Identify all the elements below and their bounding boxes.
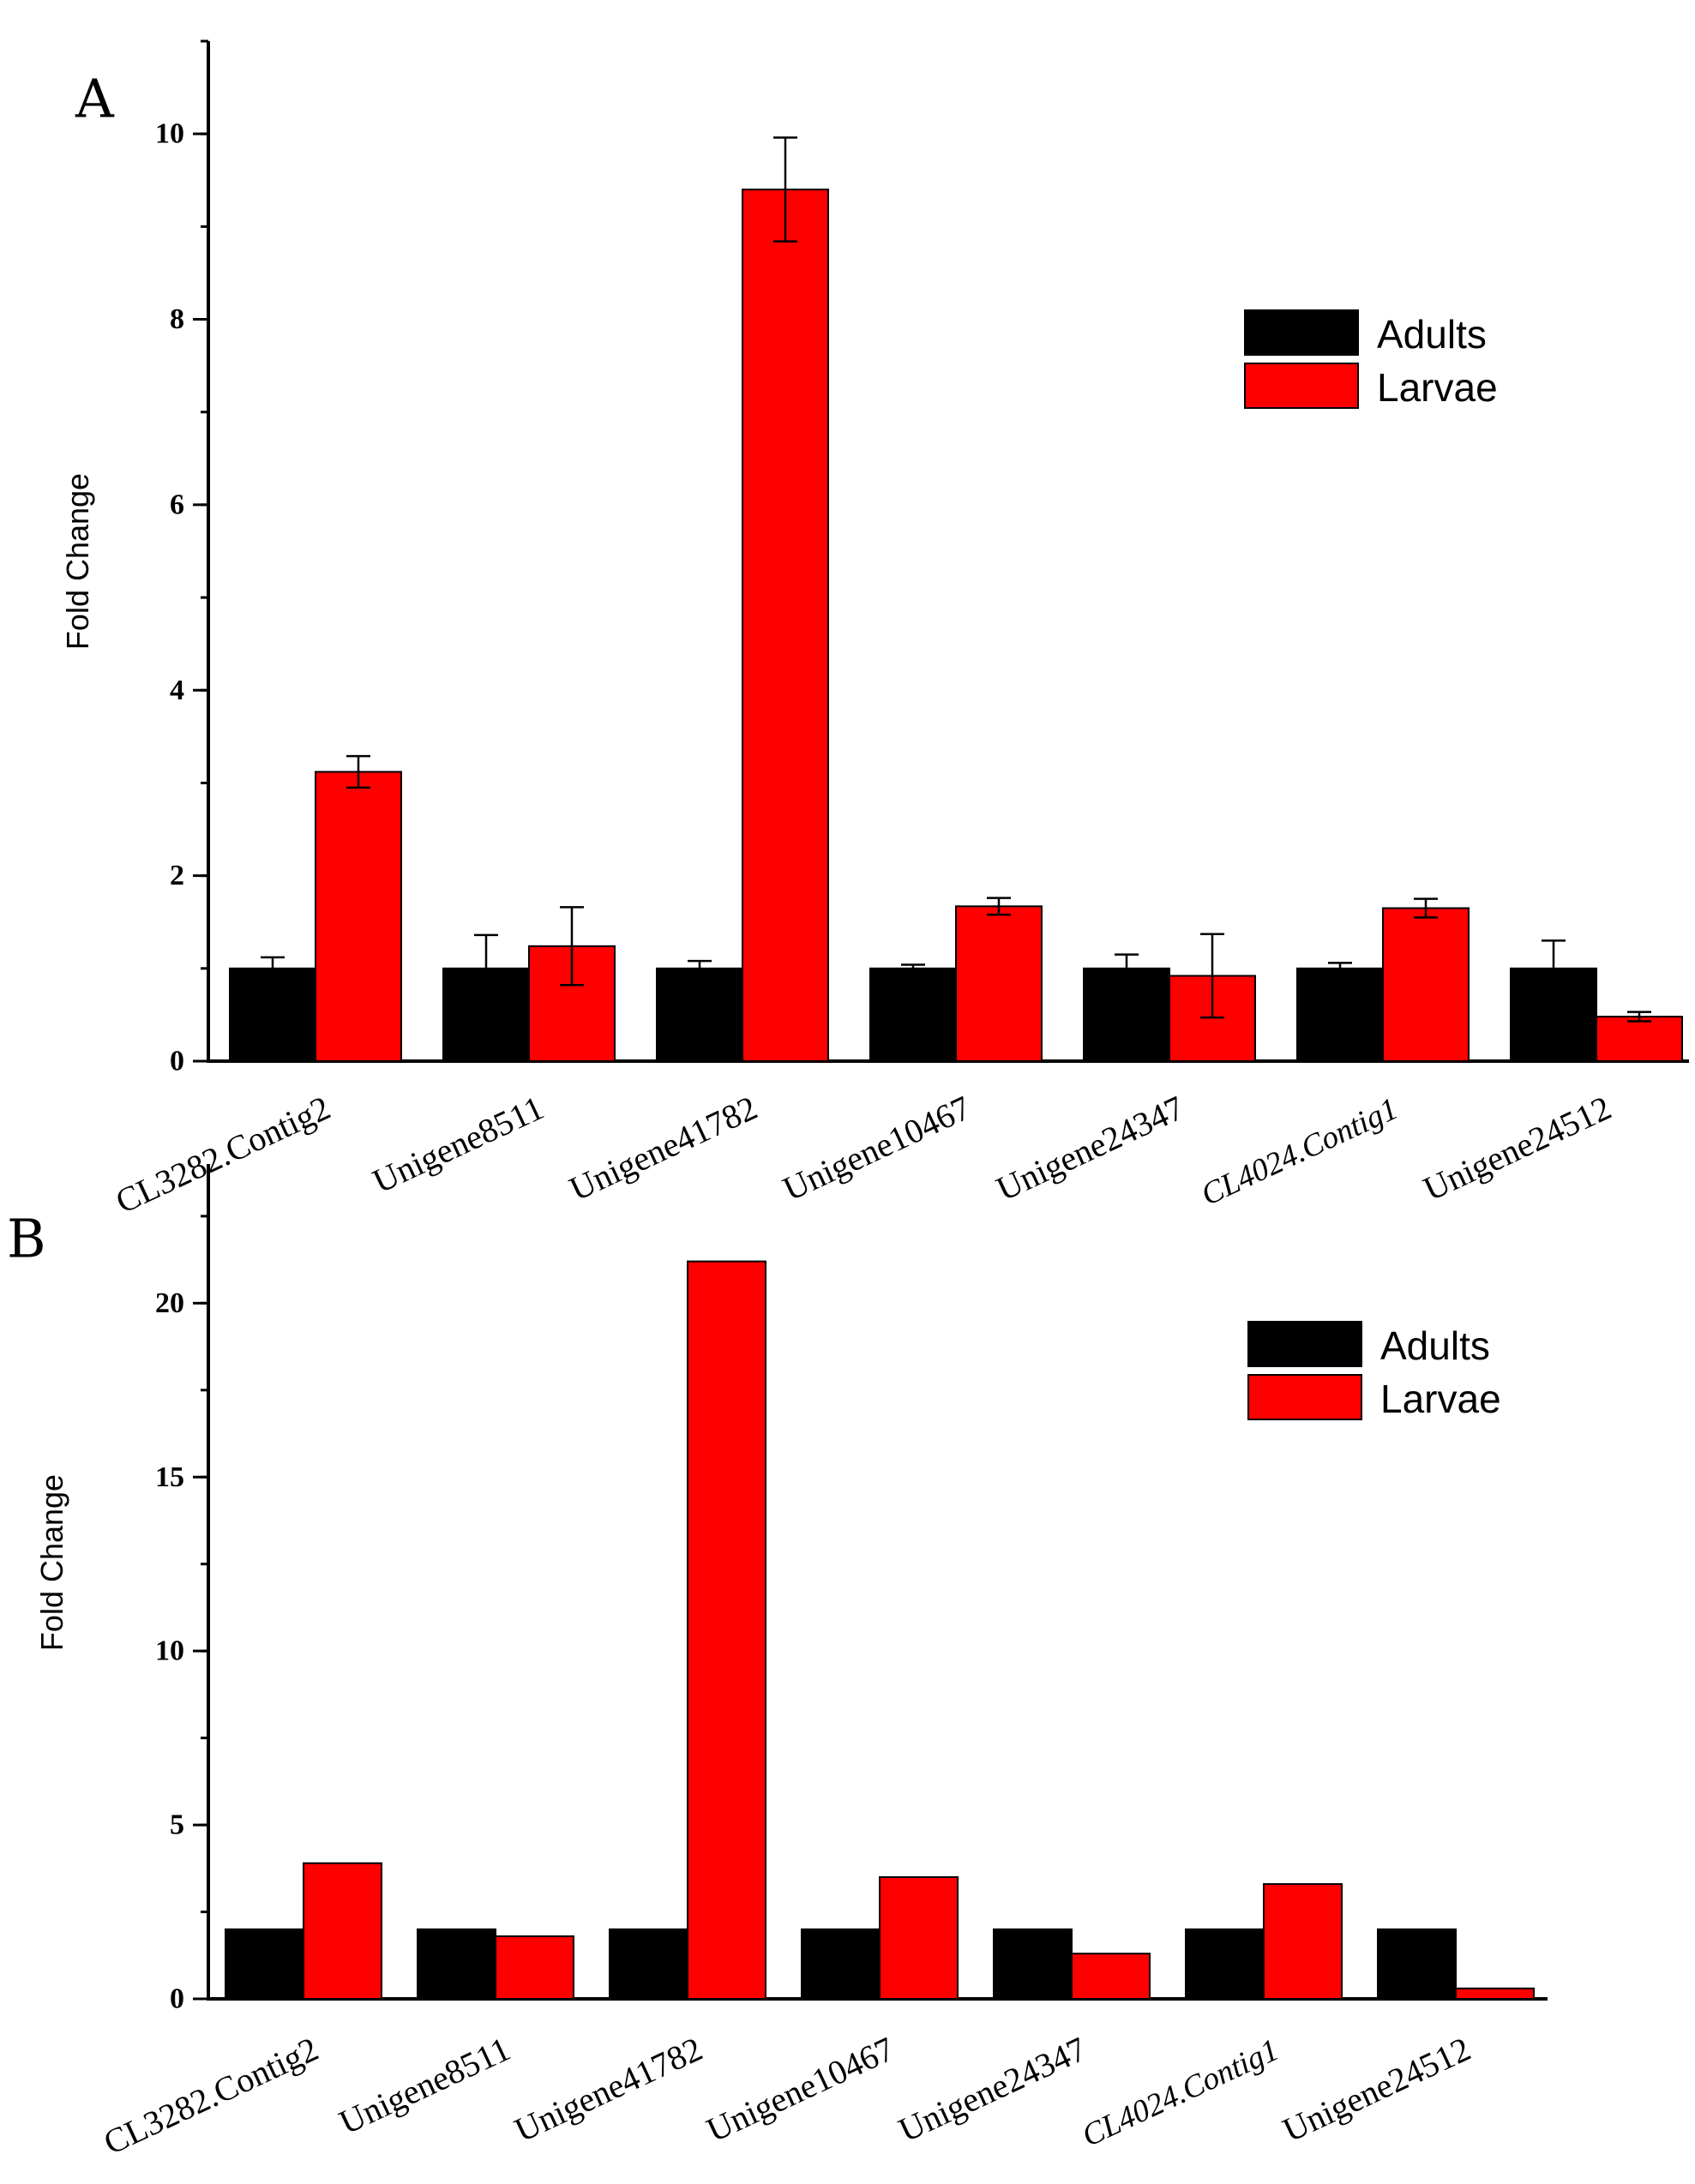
x-tick-label: Unigene41782 [563, 1088, 762, 1208]
y-tick-label: 2 [170, 860, 184, 891]
error-bar [1115, 953, 1139, 984]
bar-larvae [1455, 1987, 1535, 2000]
y-tick-label: 10 [155, 1635, 184, 1667]
bar-adults [417, 1928, 496, 2000]
error-bar [1542, 939, 1566, 998]
bar-adults [229, 967, 316, 1063]
chart-panel-a: A 0 2 4 6 8 10 Fold Change CL3282.Contig2 Unigene… [60, 39, 1689, 1221]
error-bar [901, 963, 925, 974]
y-tick-label: 5 [170, 1809, 184, 1841]
bar-adults [1185, 1928, 1265, 2000]
error-bar [773, 136, 797, 243]
legend-swatch-adults [1247, 1321, 1362, 1367]
x-tick-label: CL4024.Contig1 [1196, 1091, 1403, 1213]
error-bar [261, 956, 285, 981]
x-tick-label: Unigene24347 [893, 2029, 1091, 2149]
panel-letter: B [7, 1207, 46, 1269]
legend-label-adults: Adults [1380, 1323, 1490, 1368]
bar-larvae [742, 189, 829, 1063]
error-bar [1414, 897, 1438, 919]
x-tick-label: Unigene24512 [1417, 1088, 1616, 1208]
x-tick-label: Unigene10467 [700, 2029, 899, 2149]
x-tick-label: CL4024.Contig1 [1077, 2032, 1284, 2154]
legend: Adults Larvae [1244, 309, 1498, 410]
y-tick-label: 15 [155, 1461, 184, 1493]
error-bar [560, 906, 584, 987]
y-tick-label: 0 [170, 1983, 184, 2015]
bar-larvae [303, 1862, 382, 2001]
bar-larvae [687, 1260, 766, 2000]
x-tick-label: Unigene10467 [777, 1088, 976, 1208]
x-tick-label: Unigene24512 [1277, 2029, 1476, 2149]
bar-larvae [879, 1875, 959, 2000]
bar-adults [869, 967, 957, 1063]
bar-larvae [1382, 907, 1470, 1062]
y-tick-label: 0 [170, 1046, 184, 1077]
legend-swatch-adults [1244, 309, 1359, 356]
bar-adults [225, 1928, 304, 2000]
bar-adults [656, 967, 743, 1063]
error-bar [1627, 1011, 1651, 1023]
x-tick-label: CL3282.Contig2 [98, 2029, 324, 2162]
legend-swatch-larvae [1247, 1374, 1362, 1420]
bar-adults [1377, 1928, 1457, 2000]
bar-adults [1296, 967, 1384, 1063]
bar-larvae [1071, 1953, 1151, 2001]
x-tick-label: Unigene24347 [990, 1088, 1189, 1208]
error-bar [688, 959, 712, 977]
error-bar [987, 897, 1011, 916]
legend: Adults Larvae [1247, 1321, 1501, 1421]
y-tick-label: 20 [155, 1287, 184, 1319]
legend-label-larvae: Larvae [1380, 1377, 1501, 1421]
error-bar [346, 754, 370, 789]
bar-larvae [495, 1935, 574, 2000]
bar-larvae [1596, 1016, 1683, 1063]
error-bar [474, 933, 498, 1004]
bar-larvae [315, 771, 402, 1062]
y-tick-label: 8 [170, 303, 184, 335]
x-tick-label: Unigene8511 [367, 1088, 550, 1200]
bar-larvae [955, 905, 1043, 1062]
y-axis-label: Fold Change [34, 1474, 69, 1651]
legend-label-adults: Adults [1377, 312, 1487, 357]
y-axis-label: Fold Change [60, 473, 95, 650]
error-bar [1200, 933, 1224, 1019]
bar-adults [609, 1928, 688, 2000]
bar-adults [993, 1928, 1073, 2000]
bar-adults [801, 1928, 881, 2000]
panel-letter: A [75, 67, 115, 129]
legend-label-larvae: Larvae [1377, 365, 1498, 410]
x-tick-label: Unigene8511 [334, 2029, 516, 2141]
x-tick-label: Unigene41782 [508, 2029, 707, 2149]
legend-swatch-larvae [1244, 363, 1359, 409]
y-tick-label: 4 [170, 675, 184, 706]
y-tick-label: 10 [155, 118, 184, 150]
bar-larvae [1263, 1883, 1343, 2000]
y-tick-label: 6 [170, 489, 184, 520]
x-tick-label: CL3282.Contig2 [110, 1088, 336, 1221]
error-bar [1328, 962, 1352, 975]
